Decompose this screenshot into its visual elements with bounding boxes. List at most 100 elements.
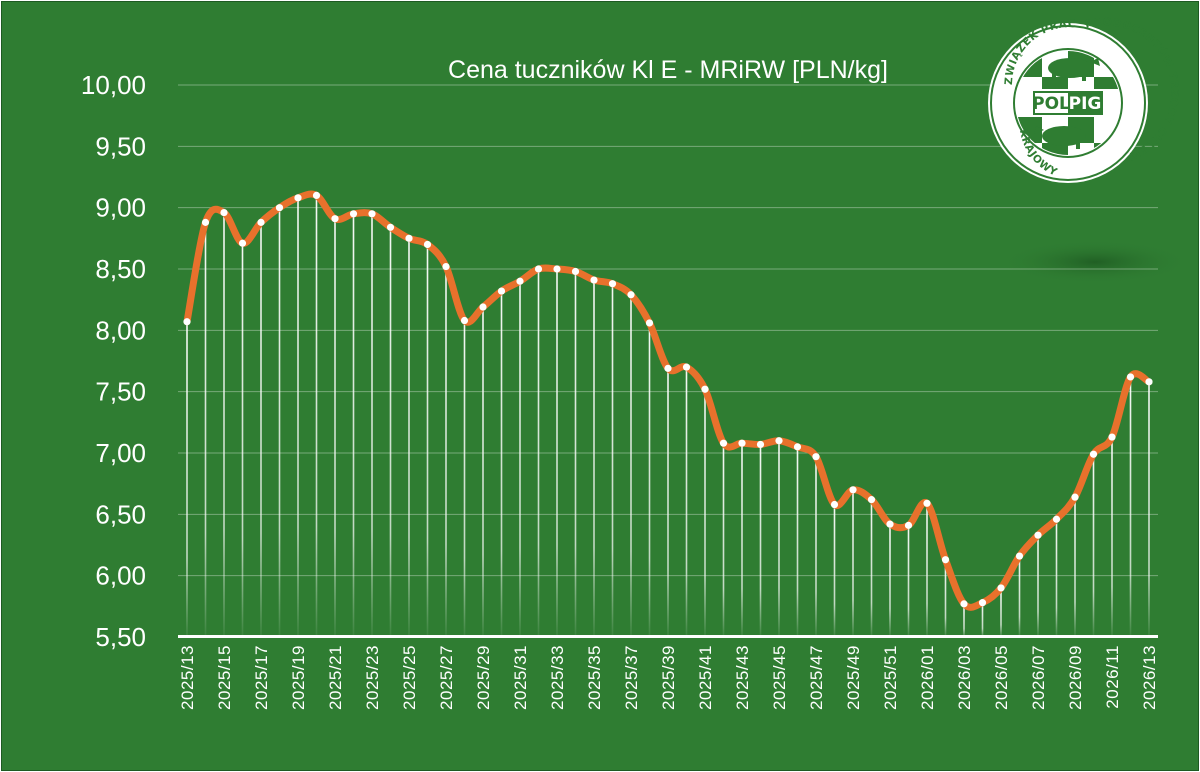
drop-line	[223, 212, 225, 637]
data-point	[183, 318, 191, 326]
drop-line	[704, 389, 706, 637]
data-point	[627, 291, 635, 299]
drop-line	[667, 368, 669, 637]
x-tick-label: 2025/17	[252, 645, 271, 710]
x-tick-label: 2025/39	[659, 645, 678, 710]
data-point	[867, 496, 876, 504]
x-tick-label: 2025/41	[696, 645, 715, 710]
drop-line	[741, 443, 743, 637]
drop-line	[833, 504, 836, 637]
x-tick-label: 2026/07	[1029, 645, 1048, 710]
drop-line	[315, 195, 318, 637]
y-tick-label: 5,50	[95, 622, 146, 652]
drop-line	[630, 294, 632, 637]
data-points	[183, 191, 1153, 608]
drop-line	[278, 207, 281, 637]
x-tick-label: 2025/27	[437, 645, 456, 710]
data-point	[257, 218, 265, 226]
data-point	[849, 486, 857, 494]
polpig-logo: POL PIG ZWIĄZEK PRACODAWCÓW PRODUCENTÓW …	[0, 0, 1180, 183]
drop-line	[907, 525, 910, 637]
data-point	[275, 204, 284, 212]
y-axis: 10,00 9,50 9,00 8,50 8,00 7,50 7,00 6,50 6,00 5,5…	[81, 70, 146, 652]
drop-line	[1074, 497, 1076, 637]
data-point	[386, 223, 395, 231]
drop-line	[926, 503, 928, 637]
pig-icon	[1048, 58, 1100, 81]
data-point	[886, 520, 894, 528]
x-tick-label: 2025/21	[326, 645, 345, 710]
y-tick-label: 7,50	[95, 377, 146, 407]
data-point	[941, 556, 950, 564]
drop-line	[334, 218, 336, 637]
drop-line	[1111, 437, 1113, 637]
data-point	[997, 584, 1005, 592]
data-point	[738, 439, 746, 447]
data-point	[904, 521, 913, 529]
data-point	[664, 364, 672, 372]
drop-line	[963, 603, 965, 637]
y-tick-label: 6,00	[95, 561, 146, 591]
x-tick-label: 2026/11	[1103, 645, 1122, 709]
drop-line	[482, 307, 484, 637]
data-point	[201, 218, 210, 226]
drop-line	[852, 489, 854, 637]
data-point	[516, 277, 524, 285]
data-point	[756, 440, 765, 449]
data-point	[719, 439, 728, 447]
x-tick-label: 2026/01	[918, 645, 937, 710]
drop-line	[463, 320, 466, 637]
drop-line	[944, 559, 947, 637]
data-point	[442, 262, 450, 271]
y-tick-label: 6,50	[95, 499, 146, 529]
drop-line	[1000, 587, 1002, 637]
x-tick-label: 2025/29	[474, 645, 493, 710]
x-tick-label: 2026/03	[955, 645, 974, 710]
drop-line	[1148, 381, 1150, 637]
pig-icon	[1034, 126, 1086, 149]
x-tick-label: 2025/47	[807, 645, 826, 710]
drop-line	[426, 244, 429, 637]
x-tick-label: 2025/25	[400, 645, 419, 710]
data-point	[1145, 378, 1153, 386]
drop-line	[1129, 376, 1132, 637]
data-point	[349, 210, 358, 218]
drop-line	[889, 524, 891, 637]
x-tick-label: 2025/45	[770, 645, 789, 710]
x-tick-label: 2025/49	[844, 645, 863, 710]
data-point	[701, 385, 709, 393]
drop-line	[241, 243, 244, 638]
data-point	[460, 316, 469, 325]
data-point	[553, 265, 561, 273]
data-point	[1052, 515, 1061, 523]
x-tick-label: 2025/35	[585, 645, 604, 710]
data-point	[812, 453, 820, 461]
x-tick-label: 2025/37	[622, 645, 641, 710]
drop-line	[371, 213, 373, 638]
drop-line	[870, 499, 873, 637]
decorative-shadow	[1000, 240, 1190, 284]
drop-line	[1055, 519, 1058, 637]
data-point	[331, 215, 339, 223]
data-point	[312, 191, 321, 199]
data-point	[923, 499, 931, 507]
data-point	[1126, 373, 1135, 381]
drop-line	[796, 446, 799, 637]
drop-line	[685, 367, 688, 637]
drop-line	[759, 444, 762, 637]
drop-line	[389, 227, 392, 637]
drop-line	[556, 269, 558, 637]
data-point	[608, 280, 617, 288]
data-point	[238, 239, 247, 247]
x-tick-label: 2025/51	[881, 645, 900, 710]
drop-line	[1018, 556, 1021, 637]
x-tick-label: 2026/09	[1066, 645, 1085, 710]
drop-line	[722, 443, 725, 637]
y-tick-label: 7,00	[95, 438, 146, 468]
drop-line	[204, 222, 207, 638]
data-point	[220, 208, 228, 217]
chart-title: Cena tuczników Kl E - MRiRW [PLN/kg]	[448, 56, 888, 84]
data-point	[1071, 493, 1079, 501]
data-point	[1034, 531, 1042, 539]
